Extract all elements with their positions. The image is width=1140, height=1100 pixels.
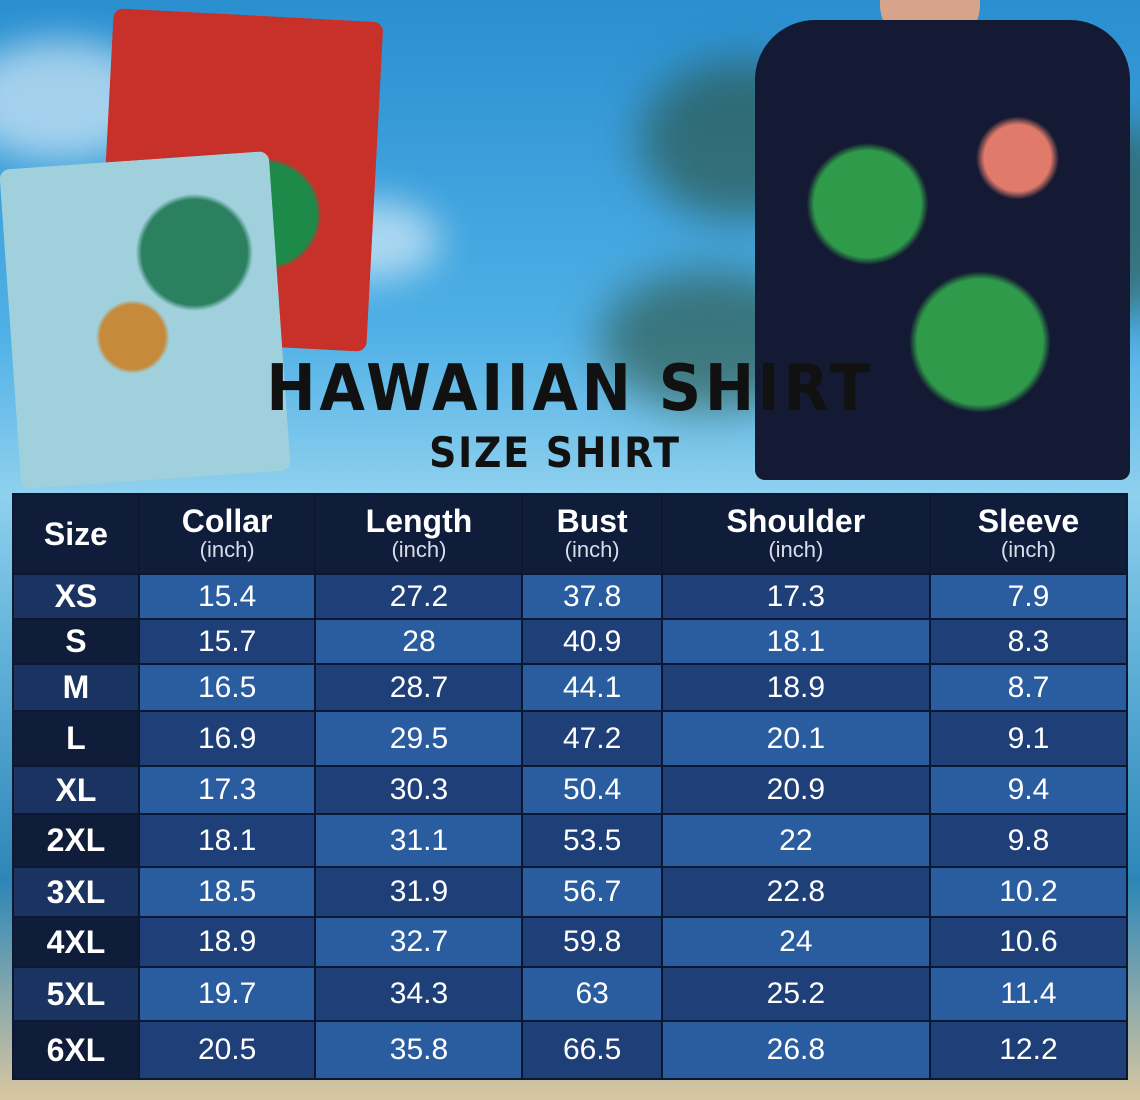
measurement-cell: 9.8 xyxy=(928,813,1129,868)
measurement-cell: 18.5 xyxy=(137,866,317,918)
size-cell: 4XL xyxy=(12,916,140,968)
measurement-cell: 28 xyxy=(314,618,524,665)
table-header-row: Size Collar (inch) Length (inch) Bust (inch) Sh… xyxy=(12,493,1129,575)
measurement-cell: 53.5 xyxy=(521,813,663,868)
column-header-length: Length (inch) xyxy=(314,493,524,575)
column-header-bust: Bust (inch) xyxy=(521,493,663,575)
measurement-cell: 22 xyxy=(660,813,931,868)
column-unit: (inch) xyxy=(199,537,255,562)
measurement-cell: 30.3 xyxy=(314,765,524,815)
table-row: XS 15.4 27.2 37.8 17.3 7.9 xyxy=(12,573,1129,620)
measurement-cell: 35.8 xyxy=(314,1020,524,1080)
measurement-cell: 11.4 xyxy=(928,966,1129,1022)
measurement-cell: 18.1 xyxy=(137,813,317,868)
column-label: Bust xyxy=(556,503,628,539)
measurement-cell: 10.2 xyxy=(928,866,1129,918)
measurement-cell: 47.2 xyxy=(521,710,663,767)
column-label: Sleeve xyxy=(977,503,1080,539)
measurement-cell: 37.8 xyxy=(521,573,663,620)
measurement-cell: 31.1 xyxy=(314,813,524,868)
column-unit: (inch) xyxy=(768,537,824,562)
column-unit: (inch) xyxy=(391,537,447,562)
model-wearing-flamingo-shirt-image xyxy=(755,20,1130,480)
page-subtitle: SIZE SHIRT xyxy=(429,428,681,477)
column-header-sleeve: Sleeve (inch) xyxy=(928,493,1129,575)
measurement-cell: 29.5 xyxy=(314,710,524,767)
size-cell: S xyxy=(12,618,140,665)
measurement-cell: 20.1 xyxy=(660,710,931,767)
measurement-cell: 20.9 xyxy=(660,765,931,815)
measurement-cell: 25.2 xyxy=(660,966,931,1022)
measurement-cell: 18.9 xyxy=(137,916,317,968)
column-header-shoulder: Shoulder (inch) xyxy=(660,493,931,575)
measurement-cell: 59.8 xyxy=(521,916,663,968)
measurement-cell: 18.9 xyxy=(660,663,931,712)
size-cell: 6XL xyxy=(12,1020,140,1080)
measurement-cell: 63 xyxy=(521,966,663,1022)
measurement-cell: 18.1 xyxy=(660,618,931,665)
column-unit: (inch) xyxy=(1000,537,1056,562)
size-cell: XS xyxy=(12,573,140,620)
table-row: S 15.7 28 40.9 18.1 8.3 xyxy=(12,618,1129,665)
size-cell: M xyxy=(12,663,140,712)
table-row: 3XL 18.5 31.9 56.7 22.8 10.2 xyxy=(12,866,1129,918)
column-label: Size xyxy=(43,516,108,552)
measurement-cell: 9.4 xyxy=(928,765,1129,815)
measurement-cell: 66.5 xyxy=(521,1020,663,1080)
measurement-cell: 28.7 xyxy=(314,663,524,712)
column-header-size: Size xyxy=(12,493,140,575)
table-row: 6XL 20.5 35.8 66.5 26.8 12.2 xyxy=(12,1020,1129,1080)
size-cell: 3XL xyxy=(12,866,140,918)
size-cell: XL xyxy=(12,765,140,815)
measurement-cell: 27.2 xyxy=(314,573,524,620)
measurement-cell: 44.1 xyxy=(521,663,663,712)
measurement-cell: 16.5 xyxy=(137,663,317,712)
size-chart-table: Size Collar (inch) Length (inch) Bust (inch) Sh… xyxy=(12,493,1129,1080)
column-header-collar: Collar (inch) xyxy=(137,493,317,575)
table-row: XL 17.3 30.3 50.4 20.9 9.4 xyxy=(12,765,1129,815)
measurement-cell: 9.1 xyxy=(928,710,1129,767)
column-label: Shoulder xyxy=(726,503,866,539)
table-row: 5XL 19.7 34.3 63 25.2 11.4 xyxy=(12,966,1129,1022)
measurement-cell: 7.9 xyxy=(928,573,1129,620)
size-cell: 5XL xyxy=(12,966,140,1022)
measurement-cell: 50.4 xyxy=(521,765,663,815)
measurement-cell: 15.4 xyxy=(137,573,317,620)
measurement-cell: 34.3 xyxy=(314,966,524,1022)
measurement-cell: 17.3 xyxy=(660,573,931,620)
measurement-cell: 17.3 xyxy=(137,765,317,815)
measurement-cell: 20.5 xyxy=(137,1020,317,1080)
column-label: Length xyxy=(365,503,473,539)
column-unit: (inch) xyxy=(564,537,620,562)
measurement-cell: 24 xyxy=(660,916,931,968)
table-row: 2XL 18.1 31.1 53.5 22 9.8 xyxy=(12,813,1129,868)
measurement-cell: 26.8 xyxy=(660,1020,931,1080)
table-row: M 16.5 28.7 44.1 18.9 8.7 xyxy=(12,663,1129,712)
measurement-cell: 22.8 xyxy=(660,866,931,918)
measurement-cell: 8.7 xyxy=(928,663,1129,712)
measurement-cell: 40.9 xyxy=(521,618,663,665)
measurement-cell: 31.9 xyxy=(314,866,524,918)
table-row: 4XL 18.9 32.7 59.8 24 10.6 xyxy=(12,916,1129,968)
size-cell: 2XL xyxy=(12,813,140,868)
measurement-cell: 12.2 xyxy=(928,1020,1129,1080)
measurement-cell: 32.7 xyxy=(314,916,524,968)
measurement-cell: 8.3 xyxy=(928,618,1129,665)
measurement-cell: 16.9 xyxy=(137,710,317,767)
measurement-cell: 56.7 xyxy=(521,866,663,918)
table-row: L 16.9 29.5 47.2 20.1 9.1 xyxy=(12,710,1129,767)
column-label: Collar xyxy=(181,503,273,539)
measurement-cell: 10.6 xyxy=(928,916,1129,968)
measurement-cell: 15.7 xyxy=(137,618,317,665)
page-title: HAWAIIAN SHIRT xyxy=(266,352,874,426)
measurement-cell: 19.7 xyxy=(137,966,317,1022)
size-cell: L xyxy=(12,710,140,767)
